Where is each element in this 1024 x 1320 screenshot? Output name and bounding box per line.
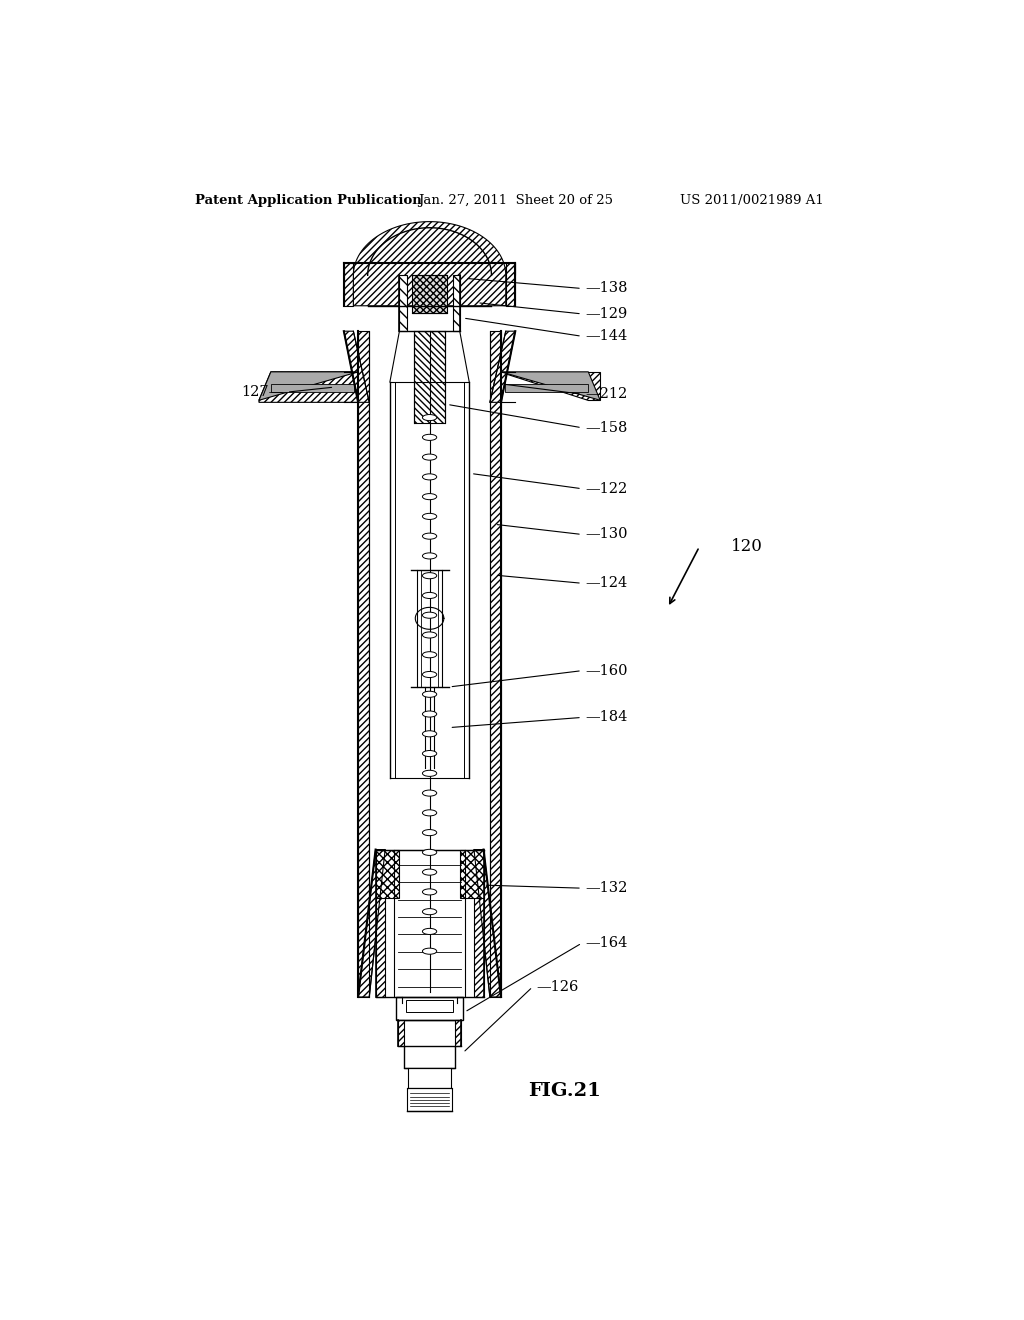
Text: Jan. 27, 2011  Sheet 20 of 25: Jan. 27, 2011 Sheet 20 of 25: [418, 194, 612, 207]
Polygon shape: [453, 276, 460, 331]
Polygon shape: [397, 1020, 404, 1045]
Polygon shape: [406, 1001, 454, 1012]
Polygon shape: [409, 1068, 451, 1089]
Text: —212: —212: [585, 387, 628, 401]
Polygon shape: [412, 276, 447, 313]
Text: —129: —129: [585, 308, 628, 321]
Ellipse shape: [423, 751, 436, 756]
Ellipse shape: [423, 711, 436, 717]
Polygon shape: [474, 850, 483, 997]
Text: —126: —126: [536, 979, 579, 994]
Text: —132: —132: [585, 882, 628, 895]
Polygon shape: [455, 1020, 461, 1045]
Text: —144: —144: [585, 329, 628, 343]
Ellipse shape: [423, 672, 436, 677]
Ellipse shape: [423, 652, 436, 657]
Polygon shape: [344, 331, 370, 403]
Text: —124: —124: [585, 577, 628, 590]
Ellipse shape: [423, 454, 436, 461]
Text: —164: —164: [585, 936, 628, 950]
Text: —138: —138: [585, 281, 628, 296]
Polygon shape: [501, 372, 600, 400]
Polygon shape: [396, 997, 463, 1020]
Ellipse shape: [423, 533, 436, 539]
Polygon shape: [489, 331, 501, 997]
Text: Patent Application Publication: Patent Application Publication: [196, 194, 422, 207]
Polygon shape: [270, 384, 354, 392]
Text: —160: —160: [585, 664, 628, 677]
Polygon shape: [408, 1089, 452, 1110]
Polygon shape: [505, 384, 588, 392]
Ellipse shape: [423, 513, 436, 520]
Ellipse shape: [423, 849, 436, 855]
Ellipse shape: [423, 771, 436, 776]
Ellipse shape: [423, 593, 436, 598]
Ellipse shape: [423, 573, 436, 578]
Polygon shape: [399, 276, 407, 331]
Ellipse shape: [423, 612, 436, 618]
Polygon shape: [376, 850, 399, 899]
Ellipse shape: [423, 791, 436, 796]
Ellipse shape: [423, 632, 436, 638]
Text: US 2011/0021989 A1: US 2011/0021989 A1: [680, 194, 823, 207]
Ellipse shape: [423, 731, 436, 737]
Polygon shape: [259, 372, 358, 400]
Polygon shape: [414, 331, 445, 422]
Polygon shape: [358, 331, 370, 997]
Text: FIG.21: FIG.21: [528, 1082, 601, 1101]
Text: 120: 120: [731, 539, 763, 556]
Polygon shape: [353, 222, 506, 306]
Ellipse shape: [423, 553, 436, 558]
Ellipse shape: [423, 829, 436, 836]
Ellipse shape: [423, 474, 436, 480]
Polygon shape: [460, 850, 483, 899]
Polygon shape: [344, 263, 515, 276]
Ellipse shape: [423, 434, 436, 441]
Text: 127—: 127—: [242, 385, 284, 399]
Ellipse shape: [423, 888, 436, 895]
Ellipse shape: [423, 809, 436, 816]
Polygon shape: [344, 263, 353, 306]
Ellipse shape: [423, 869, 436, 875]
Polygon shape: [501, 372, 600, 400]
Polygon shape: [474, 850, 501, 997]
Ellipse shape: [423, 414, 436, 421]
Ellipse shape: [423, 494, 436, 500]
Polygon shape: [506, 263, 515, 306]
Ellipse shape: [423, 692, 436, 697]
Polygon shape: [404, 1045, 455, 1068]
Polygon shape: [358, 850, 385, 997]
Ellipse shape: [423, 948, 436, 954]
Text: —184: —184: [585, 710, 628, 725]
Polygon shape: [259, 372, 358, 403]
Text: —122: —122: [585, 482, 628, 496]
Ellipse shape: [423, 908, 436, 915]
Polygon shape: [489, 331, 515, 403]
Text: —130: —130: [585, 528, 628, 541]
Ellipse shape: [423, 928, 436, 935]
Polygon shape: [376, 850, 385, 997]
Text: —158: —158: [585, 421, 628, 434]
